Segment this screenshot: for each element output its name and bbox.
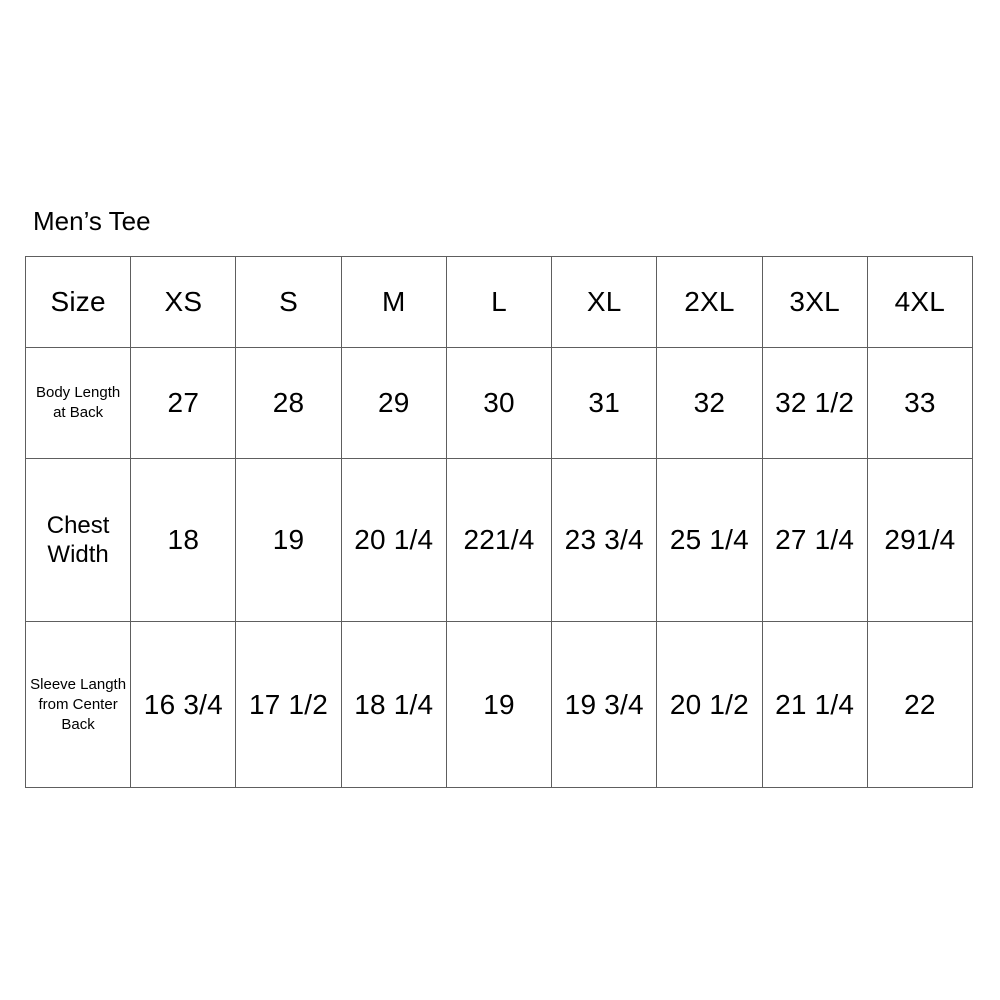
cell-chest-width-l: 221/4 (445, 457, 553, 623)
cell-sleeve-length-2xl: 20 1/2 (656, 621, 763, 788)
cell-body-length-4xl: 33 (866, 346, 974, 459)
cell-chest-width-2xl: 25 1/4 (656, 457, 763, 623)
page-title: Men’s Tee (33, 206, 151, 236)
cell-sleeve-length-xl: 19 3/4 (551, 621, 658, 788)
row-label-body-length: Body Length at Back (24, 346, 132, 459)
cell-sleeve-length-3xl: 21 1/4 (761, 621, 868, 788)
header-cell-size: Size (24, 256, 132, 348)
cell-chest-width-3xl: 27 1/4 (761, 457, 868, 623)
header-cell-3xl: 3XL (761, 256, 868, 348)
row-label-chest-width: Chest Width (24, 457, 132, 623)
cell-chest-width-xs: 18 (130, 457, 237, 623)
header-cell-2xl: 2XL (656, 256, 763, 348)
cell-body-length-xl: 31 (551, 346, 658, 459)
header-cell-xs: XS (130, 256, 237, 348)
header-cell-4xl: 4XL (866, 256, 974, 348)
cell-sleeve-length-l: 19 (445, 621, 553, 788)
header-cell-s: S (235, 256, 342, 348)
cell-chest-width-m: 20 1/4 (340, 457, 447, 623)
cell-sleeve-length-4xl: 22 (866, 621, 974, 788)
header-cell-l: L (445, 256, 553, 348)
cell-body-length-s: 28 (235, 346, 342, 459)
cell-body-length-3xl: 32 1/2 (761, 346, 868, 459)
cell-body-length-m: 29 (340, 346, 447, 459)
size-chart-table: Size XS S M L XL 2XL 3XL 4XL Body Length… (24, 256, 974, 788)
table-row-chest-width: Chest Width 18 19 20 1/4 221/4 23 3/4 25… (24, 457, 974, 623)
cell-body-length-l: 30 (445, 346, 553, 459)
cell-sleeve-length-m: 18 1/4 (340, 621, 447, 788)
cell-chest-width-xl: 23 3/4 (551, 457, 658, 623)
row-label-sleeve-length: Sleeve Langth from Center Back (24, 621, 132, 788)
cell-chest-width-4xl: 291/4 (866, 457, 974, 623)
header-row: Size XS S M L XL 2XL 3XL 4XL (24, 256, 974, 348)
header-cell-xl: XL (551, 256, 658, 348)
cell-body-length-xs: 27 (130, 346, 237, 459)
cell-sleeve-length-xs: 16 3/4 (130, 621, 237, 788)
table-row-sleeve-length: Sleeve Langth from Center Back 16 3/4 17… (24, 621, 974, 788)
header-cell-m: M (340, 256, 447, 348)
cell-chest-width-s: 19 (235, 457, 342, 623)
cell-sleeve-length-s: 17 1/2 (235, 621, 342, 788)
table-row-body-length: Body Length at Back 27 28 29 30 31 32 32… (24, 346, 974, 459)
cell-body-length-2xl: 32 (656, 346, 763, 459)
